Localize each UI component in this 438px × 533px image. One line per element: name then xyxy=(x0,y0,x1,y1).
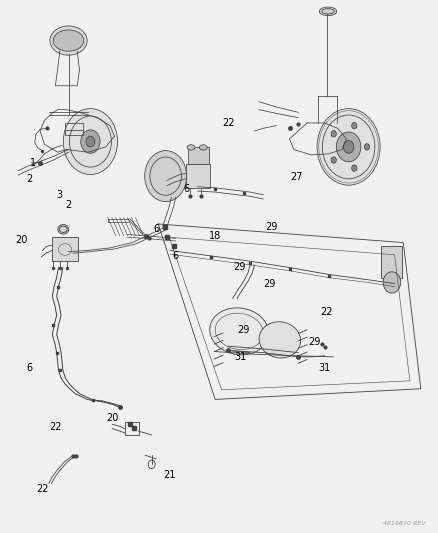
Circle shape xyxy=(364,144,369,150)
Text: 31: 31 xyxy=(318,362,330,373)
Circle shape xyxy=(316,109,379,185)
Circle shape xyxy=(343,141,353,154)
Text: 29: 29 xyxy=(308,337,320,347)
Circle shape xyxy=(330,131,336,137)
Ellipse shape xyxy=(318,7,336,15)
Circle shape xyxy=(351,123,356,129)
Text: 29: 29 xyxy=(263,279,276,289)
Circle shape xyxy=(382,272,400,293)
Circle shape xyxy=(351,165,356,171)
Circle shape xyxy=(81,130,100,154)
Bar xyxy=(381,246,402,278)
Text: 3: 3 xyxy=(57,190,63,200)
Bar xyxy=(124,422,138,435)
Text: 29: 29 xyxy=(237,325,249,335)
Text: 22: 22 xyxy=(36,484,49,494)
Ellipse shape xyxy=(187,145,194,150)
Text: 4616870 REV: 4616870 REV xyxy=(381,521,424,526)
Circle shape xyxy=(336,132,360,162)
Ellipse shape xyxy=(209,308,268,355)
Text: 22: 22 xyxy=(49,422,61,432)
Ellipse shape xyxy=(53,30,84,51)
Text: 31: 31 xyxy=(234,352,246,362)
Bar xyxy=(185,165,209,188)
Text: 6: 6 xyxy=(172,251,178,261)
Ellipse shape xyxy=(58,224,69,234)
Ellipse shape xyxy=(199,145,207,150)
Text: 20: 20 xyxy=(106,413,118,423)
Circle shape xyxy=(145,151,186,201)
Text: 22: 22 xyxy=(320,306,332,317)
Text: 6: 6 xyxy=(152,224,159,235)
Circle shape xyxy=(63,109,117,174)
Bar xyxy=(52,237,78,261)
Text: 27: 27 xyxy=(289,172,302,182)
Bar xyxy=(65,123,83,135)
Text: 21: 21 xyxy=(162,470,175,480)
Text: 1: 1 xyxy=(30,158,36,168)
Text: 29: 29 xyxy=(265,222,277,232)
Text: 2: 2 xyxy=(65,200,71,211)
Text: 20: 20 xyxy=(15,235,28,245)
Text: 29: 29 xyxy=(233,262,245,271)
Text: 2: 2 xyxy=(26,174,32,184)
Text: 22: 22 xyxy=(222,118,234,128)
Text: 18: 18 xyxy=(208,231,221,241)
Circle shape xyxy=(330,157,336,163)
Text: 6: 6 xyxy=(183,184,189,195)
Ellipse shape xyxy=(50,26,87,55)
Text: 6: 6 xyxy=(26,362,32,373)
Ellipse shape xyxy=(258,322,300,358)
Bar xyxy=(187,148,208,165)
Circle shape xyxy=(86,136,95,147)
